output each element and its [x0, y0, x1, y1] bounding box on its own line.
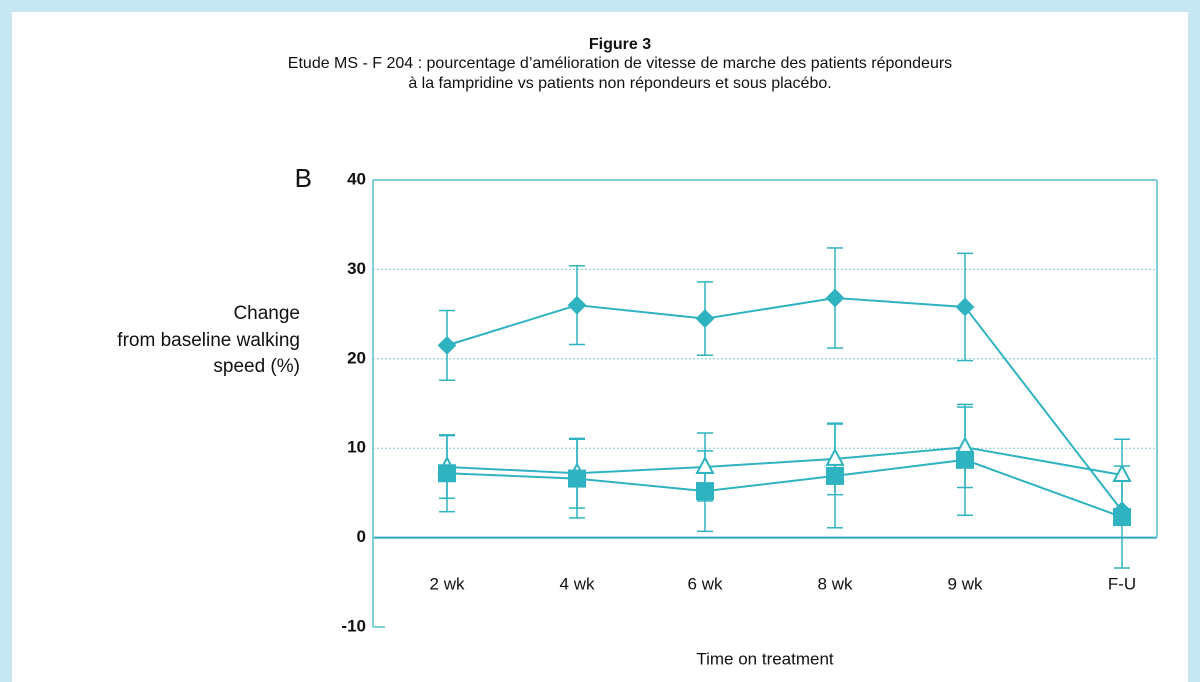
- series-line: [446, 297, 1123, 512]
- y-axis-label: speed (%): [213, 356, 300, 377]
- marker: [696, 482, 714, 501]
- series-line: [446, 446, 1123, 477]
- marker: [438, 464, 456, 483]
- x-axis-label: Time on treatment: [696, 649, 834, 668]
- y-tick-label: -10: [341, 616, 366, 635]
- marker: [1112, 463, 1132, 483]
- marker: [825, 447, 845, 466]
- y-tick-label: 20: [347, 348, 366, 367]
- marker: [825, 288, 845, 308]
- series-line: [446, 458, 1123, 518]
- x-tick-label: 9 wk: [948, 574, 983, 593]
- y-tick-label: 30: [347, 259, 366, 278]
- y-tick-label: 40: [347, 169, 366, 188]
- marker: [1113, 508, 1131, 527]
- y-axis-label: from baseline walking: [117, 330, 300, 351]
- x-tick-label: 4 wk: [560, 574, 595, 593]
- y-tick-label: 10: [347, 438, 366, 457]
- x-tick-label: F-U: [1108, 574, 1136, 593]
- panel-label: B: [295, 163, 312, 193]
- x-tick-label: 2 wk: [430, 574, 465, 593]
- y-axis-label: Change: [233, 303, 300, 324]
- marker: [956, 450, 974, 469]
- x-tick-label: 6 wk: [688, 574, 723, 593]
- y-tick-label: 0: [357, 527, 366, 546]
- marker: [826, 466, 844, 485]
- marker: [568, 469, 586, 488]
- marker: [437, 335, 457, 355]
- subtitle: à la fampridine vs patients non répondeu…: [408, 75, 831, 92]
- subtitle: Etude MS - F 204 : pourcentage d’amélior…: [288, 55, 952, 72]
- marker: [695, 309, 715, 328]
- chart-title: Figure 3: [589, 36, 651, 53]
- marker: [955, 297, 975, 317]
- marker: [567, 295, 587, 315]
- x-tick-label: 8 wk: [818, 574, 853, 593]
- marker: [695, 455, 715, 474]
